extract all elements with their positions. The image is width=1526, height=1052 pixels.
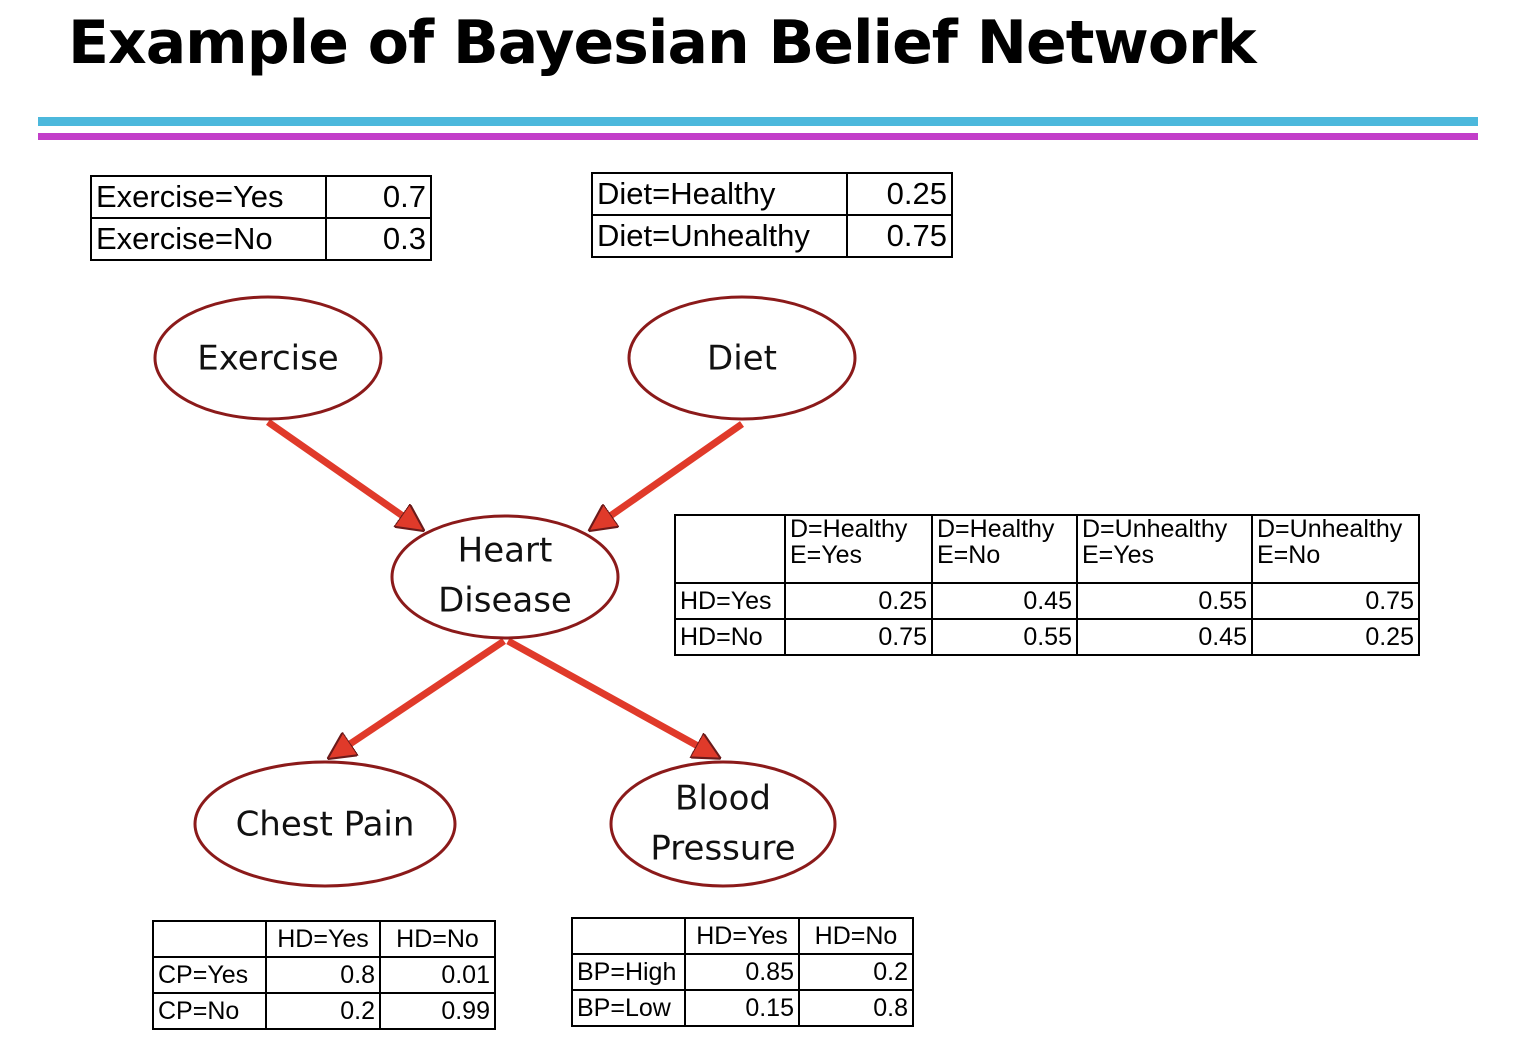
column-header: HD=No — [379, 920, 496, 958]
column-header: D=Unhealthy E=Yes — [1076, 514, 1253, 584]
probability-cell: 0.45 — [931, 582, 1078, 620]
probability-cell: 0.75 — [784, 618, 933, 656]
row-label: HD=Yes — [674, 582, 786, 620]
row-label: CP=No — [152, 992, 267, 1030]
row-label: Exercise=No — [90, 217, 327, 261]
table-row: BP=Low 0.15 0.8 — [571, 989, 914, 1027]
corner-cell — [674, 514, 786, 584]
probability-cell: 0.45 — [1076, 618, 1253, 656]
row-label: CP=Yes — [152, 956, 267, 994]
title-divider-top — [38, 117, 1478, 126]
probability-cell: 0.55 — [1076, 582, 1253, 620]
probability-cell: 0.01 — [379, 956, 496, 994]
row-label: BP=Low — [571, 989, 686, 1027]
probability-cell: 0.25 — [846, 172, 953, 216]
column-header: D=Healthy E=No — [931, 514, 1078, 584]
probability-cell: 0.2 — [265, 992, 381, 1030]
column-header: HD=Yes — [684, 917, 800, 955]
column-header: D=Unhealthy E=No — [1251, 514, 1420, 584]
row-label: Diet=Healthy — [591, 172, 848, 216]
table-row: CP=Yes 0.8 0.01 — [152, 956, 496, 994]
column-header-line: E=No — [1257, 541, 1321, 570]
column-header-line: D=Healthy — [790, 515, 908, 543]
table-row: HD=Yes 0.25 0.45 0.55 0.75 — [674, 582, 1420, 620]
title-divider-bottom — [38, 133, 1478, 140]
node-blood-pressure-label-line2: Pressure — [650, 829, 795, 869]
corner-cell — [152, 920, 267, 958]
heart-disease-cpt: D=Healthy E=Yes D=Healthy E=No D=Unhealt… — [674, 514, 1420, 656]
column-header: D=Healthy E=Yes — [784, 514, 933, 584]
column-header-line: D=Unhealthy — [1257, 515, 1403, 543]
edge-diet-heart-disease — [593, 421, 745, 528]
column-header-line: D=Unhealthy — [1082, 515, 1228, 543]
row-label: Exercise=Yes — [90, 175, 327, 219]
table-header-row: HD=Yes HD=No — [571, 917, 914, 955]
probability-cell: 0.85 — [684, 953, 800, 991]
node-blood-pressure-label-line1: Blood — [675, 779, 771, 819]
probability-cell: 0.8 — [798, 989, 914, 1027]
probability-cell: 0.75 — [846, 214, 953, 258]
table-row: BP=High 0.85 0.2 — [571, 953, 914, 991]
table-row: Exercise=No 0.3 — [90, 217, 432, 261]
table-row: Diet=Unhealthy 0.75 — [591, 214, 953, 258]
probability-cell: 0.55 — [931, 618, 1078, 656]
table-row: CP=No 0.2 0.99 — [152, 992, 496, 1030]
table-header-row: HD=Yes HD=No — [152, 920, 496, 958]
node-exercise[interactable]: Exercise — [153, 295, 383, 421]
edge-exercise-heart-disease — [265, 419, 420, 528]
probability-cell: 0.99 — [379, 992, 496, 1030]
chest-pain-cpt: HD=Yes HD=No CP=Yes 0.8 0.01 CP=No 0.2 0… — [152, 920, 496, 1030]
table-row: Diet=Healthy 0.25 — [591, 172, 953, 216]
exercise-probability-table: Exercise=Yes 0.7 Exercise=No 0.3 — [90, 175, 432, 261]
table-header-row: D=Healthy E=Yes D=Healthy E=No D=Unhealt… — [674, 514, 1420, 584]
node-heart-disease-label-line1: Heart — [458, 531, 553, 571]
column-header-line: E=Yes — [790, 541, 863, 570]
edge-heart-disease-chest-pain — [332, 638, 506, 756]
column-header-line: E=Yes — [1082, 541, 1155, 570]
node-chest-pain[interactable]: Chest Pain — [193, 760, 457, 888]
column-header: HD=Yes — [265, 920, 381, 958]
edge-heart-disease-blood-pressure — [506, 637, 716, 756]
table-row: Exercise=Yes 0.7 — [90, 175, 432, 219]
blood-pressure-cpt: HD=Yes HD=No BP=High 0.85 0.2 BP=Low 0.1… — [571, 917, 914, 1027]
node-heart-disease-label-line2: Disease — [438, 581, 572, 621]
node-chest-pain-label: Chest Pain — [236, 805, 415, 845]
probability-cell: 0.8 — [265, 956, 381, 994]
probability-cell: 0.7 — [325, 175, 432, 219]
row-label: HD=No — [674, 618, 786, 656]
page-title: Example of Bayesian Belief Network — [68, 8, 1257, 78]
node-heart-disease[interactable]: Heart Disease — [390, 514, 620, 640]
probability-cell: 0.2 — [798, 953, 914, 991]
probability-cell: 0.15 — [684, 989, 800, 1027]
row-label: Diet=Unhealthy — [591, 214, 848, 258]
table-row: HD=No 0.75 0.55 0.45 0.25 — [674, 618, 1420, 656]
node-diet-label: Diet — [707, 339, 777, 379]
column-header: HD=No — [798, 917, 914, 955]
probability-cell: 0.25 — [784, 582, 933, 620]
node-diet[interactable]: Diet — [627, 295, 857, 421]
probability-cell: 0.3 — [325, 217, 432, 261]
diet-probability-table: Diet=Healthy 0.25 Diet=Unhealthy 0.75 — [591, 172, 953, 258]
probability-cell: 0.25 — [1251, 618, 1420, 656]
column-header-line: D=Healthy — [937, 515, 1055, 543]
corner-cell — [571, 917, 686, 955]
row-label: BP=High — [571, 953, 686, 991]
node-exercise-label: Exercise — [197, 339, 338, 379]
probability-cell: 0.75 — [1251, 582, 1420, 620]
column-header-line: E=No — [937, 541, 1001, 570]
node-blood-pressure[interactable]: Blood Pressure — [609, 760, 837, 888]
